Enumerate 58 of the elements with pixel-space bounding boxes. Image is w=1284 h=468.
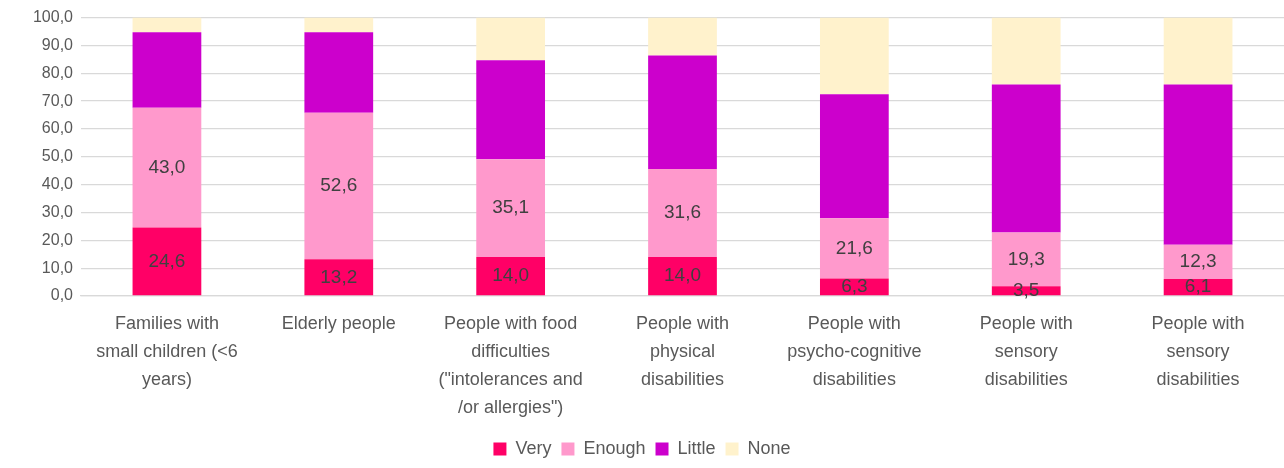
x-tick-label: People with sensory disabilities — [979, 312, 1073, 389]
bar — [132, 17, 202, 33]
y-tick-label: 20,0 — [41, 230, 74, 248]
y-tick-label: 70,0 — [41, 91, 74, 109]
bar — [819, 218, 889, 279]
bar — [991, 17, 1061, 85]
data-label: 6,1 — [1184, 275, 1212, 297]
bar — [476, 159, 546, 258]
x-tick-label: People with psycho-cognitive disabilities — [787, 312, 922, 389]
data-label: 21,6 — [835, 236, 873, 258]
data-label: 24,6 — [148, 249, 186, 271]
bar — [819, 94, 889, 219]
x-tick-label: People with physical disabilities — [635, 312, 730, 389]
bar — [132, 227, 202, 296]
y-tick-label: 10,0 — [41, 258, 74, 276]
bar — [476, 17, 546, 61]
data-label: 12,3 — [1179, 250, 1217, 272]
bar — [476, 60, 546, 160]
y-tick-label: 90,0 — [41, 35, 74, 53]
data-label: 14,0 — [492, 264, 530, 286]
y-tick-label: 80,0 — [41, 63, 74, 81]
bar — [648, 257, 717, 296]
data-label: 52,6 — [320, 174, 358, 196]
legend-label: None — [747, 437, 791, 458]
x-tick-label: Elderly people — [281, 312, 396, 333]
y-tick-label: 50,0 — [41, 147, 74, 165]
data-label: 6,3 — [841, 275, 868, 297]
data-label: 35,1 — [492, 196, 530, 218]
bar — [648, 17, 717, 56]
data-label: 14,0 — [664, 264, 701, 286]
x-tick-label: People with food difficulties ("intolerances and /or allergies") — [438, 312, 583, 417]
bar — [304, 259, 374, 296]
y-tick-label: 30,0 — [41, 202, 74, 220]
bar — [304, 17, 374, 33]
legend-label: Very — [515, 437, 552, 458]
bar — [1163, 84, 1233, 245]
bar — [132, 107, 202, 228]
data-label: 43,0 — [148, 155, 186, 177]
data-label: 31,6 — [664, 201, 701, 223]
bar — [132, 32, 202, 108]
x-tick-label: People with sensory disabilities — [1151, 312, 1245, 389]
bar — [648, 55, 717, 170]
y-tick-label: 0,0 — [50, 286, 74, 304]
legend-label: Enough — [583, 437, 646, 458]
bar — [304, 112, 374, 260]
y-tick-label: 40,0 — [41, 175, 74, 193]
x-tick-label: Families with small children (<6 years) — [96, 312, 238, 389]
bar — [476, 257, 546, 296]
bar — [1163, 17, 1233, 85]
data-label: 13,2 — [320, 265, 358, 287]
legend-label: Little — [677, 437, 716, 458]
y-tick-label: 100,0 — [32, 8, 74, 26]
bar — [648, 169, 717, 258]
bar — [304, 32, 374, 113]
bar — [991, 84, 1061, 233]
data-label: 19,3 — [1007, 247, 1045, 269]
bar — [819, 17, 889, 95]
y-tick-label: 60,0 — [41, 119, 74, 137]
